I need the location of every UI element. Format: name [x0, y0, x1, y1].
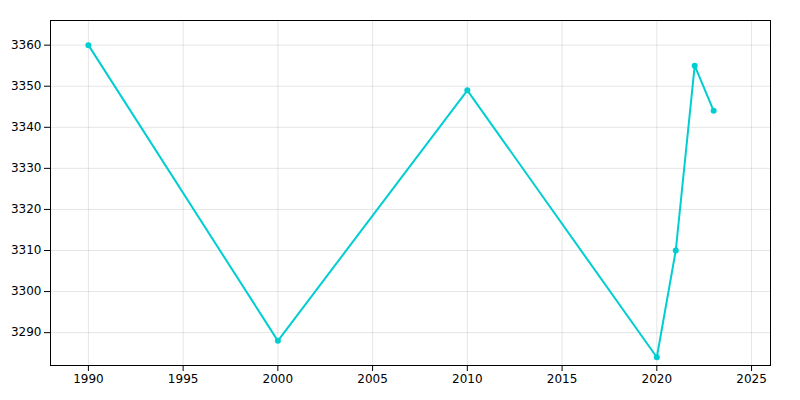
svg-text:3330: 3330	[11, 161, 42, 175]
svg-text:1990: 1990	[73, 372, 104, 386]
svg-text:3340: 3340	[11, 120, 42, 134]
svg-text:3350: 3350	[11, 79, 42, 93]
svg-text:3310: 3310	[11, 243, 42, 257]
svg-text:1995: 1995	[168, 372, 199, 386]
svg-text:3360: 3360	[11, 38, 42, 52]
svg-text:2005: 2005	[357, 372, 388, 386]
svg-text:3290: 3290	[11, 325, 42, 339]
svg-text:2025: 2025	[736, 372, 767, 386]
svg-text:2020: 2020	[642, 372, 673, 386]
svg-text:2010: 2010	[452, 372, 483, 386]
svg-text:2000: 2000	[263, 372, 294, 386]
svg-text:2015: 2015	[547, 372, 578, 386]
svg-text:3300: 3300	[11, 284, 42, 298]
svg-text:3320: 3320	[11, 202, 42, 216]
